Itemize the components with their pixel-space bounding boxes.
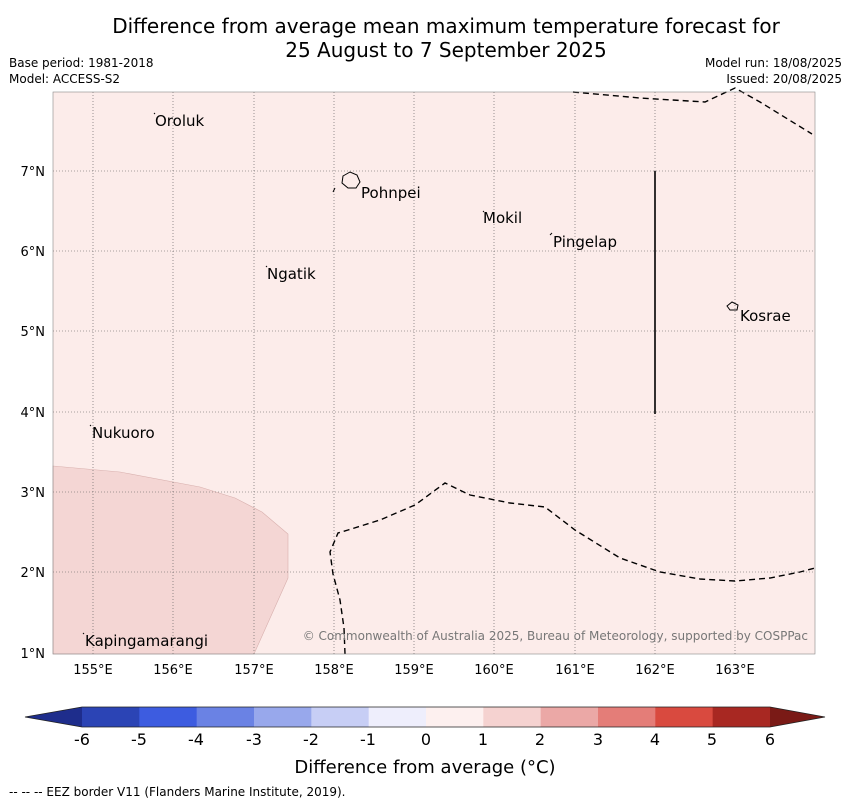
colorbar-segment	[368, 707, 427, 727]
colorbar-tick-label: -6	[74, 730, 90, 749]
lat-tick-label: 2°N	[21, 566, 46, 581]
colorbar-segment	[655, 707, 714, 727]
lon-tick-label: 159°E	[394, 663, 434, 678]
colorbar-segment	[254, 707, 312, 727]
place-label-kapingamarangi: Kapingamarangi	[85, 632, 208, 650]
pohnpei-island	[341, 171, 361, 189]
eez-borders	[329, 87, 816, 655]
lat-tick-labels: 7°N 6°N 5°N 4°N 3°N 2°N 1°N	[21, 165, 46, 662]
place-label-kosrae: Kosrae	[740, 307, 791, 325]
colorbar-tick-label: -3	[246, 730, 262, 749]
place-label-ngatik: Ngatik	[267, 265, 316, 283]
lon-tick-label: 155°E	[73, 663, 113, 678]
colorbar-segment	[196, 707, 255, 727]
map-title: Difference from average mean maximum tem…	[0, 14, 850, 62]
lon-tick-label: 158°E	[314, 663, 354, 678]
colorbar: -6 -5 -4 -3 -2 -1 0 1 2 3 4 5 6	[24, 706, 826, 749]
eez-legend-note: -- -- -- EEZ border V11 (Flanders Marine…	[9, 785, 346, 799]
meta-right: Model run: 18/08/2025 Issued: 20/08/2025	[705, 55, 842, 87]
colorbar-low-extension	[25, 707, 82, 727]
colorbar-tick-labels: -6 -5 -4 -3 -2 -1 0 1 2 3 4 5 6	[74, 730, 775, 749]
title-line-2: 25 August to 7 September 2025	[285, 38, 607, 62]
place-label-pohnpei: Pohnpei	[361, 184, 421, 202]
lat-tick-label: 4°N	[21, 406, 46, 421]
place-label-oroluk: Oroluk	[155, 112, 204, 130]
colorbar-tick-label: 5	[707, 730, 717, 749]
lon-tick-label: 162°E	[635, 663, 675, 678]
colorbar-high-extension	[770, 707, 825, 727]
colorbar-title: Difference from average (°C)	[294, 757, 556, 778]
colorbar-segment	[139, 707, 198, 727]
lat-tick-label: 1°N	[21, 647, 46, 662]
colorbar-segment	[712, 707, 771, 727]
colorbar-segments	[82, 707, 771, 727]
lon-tick-label: 163°E	[715, 663, 755, 678]
lat-tick-label: 6°N	[21, 245, 46, 260]
colorbar-tick-label: -2	[303, 730, 319, 749]
colorbar-segment	[483, 707, 542, 727]
colorbar-segment	[598, 707, 656, 727]
colorbar-segment	[311, 707, 370, 727]
colorbar-tick-label: 3	[593, 730, 603, 749]
lon-tick-labels: 155°E 156°E 157°E 158°E 159°E 160°E 161°…	[73, 663, 755, 678]
colorbar-tick-label: 6	[765, 730, 775, 749]
lon-tick-label: 160°E	[474, 663, 514, 678]
place-label-mokil: Mokil	[483, 209, 522, 227]
copyright-notice: © Commonwealth of Australia 2025, Bureau…	[303, 629, 808, 643]
model-name: Model: ACCESS-S2	[9, 72, 121, 86]
colorbar-tick-label: -5	[131, 730, 147, 749]
colorbar-segment	[540, 707, 599, 727]
colorbar-segment	[426, 707, 484, 727]
issued-date: Issued: 20/08/2025	[726, 72, 842, 86]
lon-tick-label: 161°E	[555, 663, 595, 678]
colorbar-segment	[82, 707, 140, 727]
base-period: Base period: 1981-2018	[9, 56, 154, 70]
colorbar-tick-label: -4	[188, 730, 204, 749]
lon-tick-label: 156°E	[153, 663, 193, 678]
place-label-nukuoro: Nukuoro	[92, 424, 155, 442]
place-label-pingelap: Pingelap	[553, 233, 617, 251]
place-labels: Oroluk Pohnpei Mokil Pingelap Ngatik Kos…	[85, 112, 791, 650]
map-frame	[52, 91, 816, 655]
colorbar-tick-label: 0	[421, 730, 431, 749]
colorbar-tick-label: 1	[478, 730, 488, 749]
colorbar-tick-label: -1	[360, 730, 376, 749]
lon-tick-label: 157°E	[234, 663, 274, 678]
islands	[82, 112, 739, 635]
title-line-1: Difference from average mean maximum tem…	[112, 14, 780, 38]
lat-tick-label: 5°N	[21, 325, 46, 340]
meta-left: Base period: 1981-2018 Model: ACCESS-S2	[9, 55, 154, 87]
colorbar-tick-label: 4	[650, 730, 660, 749]
kosrae-island	[726, 301, 739, 311]
colorbar-tick-label: 2	[535, 730, 545, 749]
lat-tick-label: 3°N	[21, 486, 46, 501]
colorbar-outline	[24, 706, 826, 728]
model-run: Model run: 18/08/2025	[704, 56, 842, 70]
lat-tick-label: 7°N	[21, 165, 46, 180]
